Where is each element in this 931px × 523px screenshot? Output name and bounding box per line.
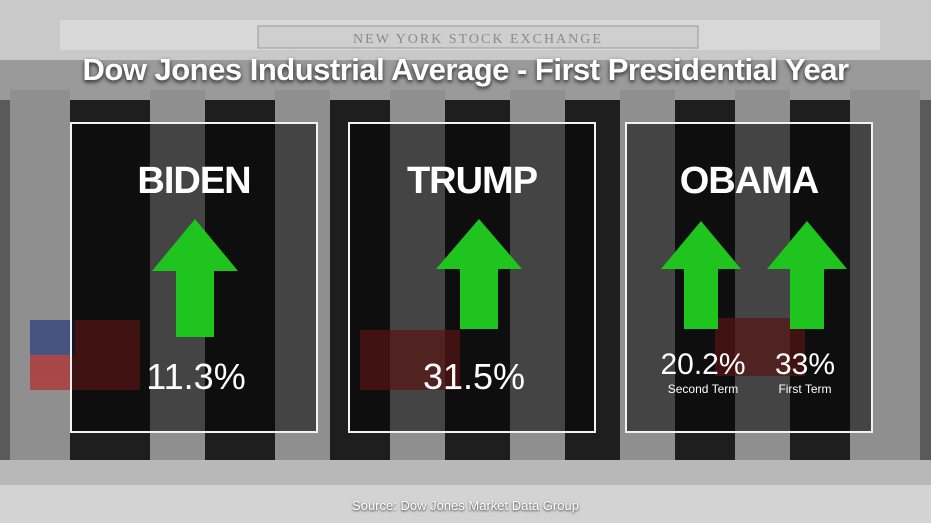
chart-title: Dow Jones Industrial Average - First Pre… — [82, 52, 849, 87]
term-label: Second Term — [667, 382, 739, 396]
percent-change: 31.5% — [422, 356, 526, 397]
percent-change: 11.3% — [146, 356, 246, 397]
president-name: OBAMA — [679, 160, 820, 202]
percent-change-first-term: 33% — [774, 348, 836, 381]
up-arrow-icon — [767, 221, 847, 329]
up-arrow-icon — [152, 219, 238, 337]
up-arrow-icon — [661, 221, 741, 329]
term-label: First Term — [778, 382, 832, 396]
building-inscription: NEW YORK STOCK EXCHANGE — [353, 32, 603, 47]
president-name: TRUMP — [406, 160, 538, 202]
percent-change-second-term: 20.2% — [660, 348, 746, 381]
panel-trump: TRUMP 31.5% — [348, 122, 596, 433]
up-arrow-icon — [436, 219, 522, 329]
panel-obama: OBAMA 20.2% Second Term 33% First Term — [625, 122, 873, 433]
panel-biden: BIDEN 11.3% — [70, 122, 318, 433]
president-name: BIDEN — [137, 160, 251, 202]
source-note: Source: Dow Jones Market Data Group — [352, 498, 579, 513]
